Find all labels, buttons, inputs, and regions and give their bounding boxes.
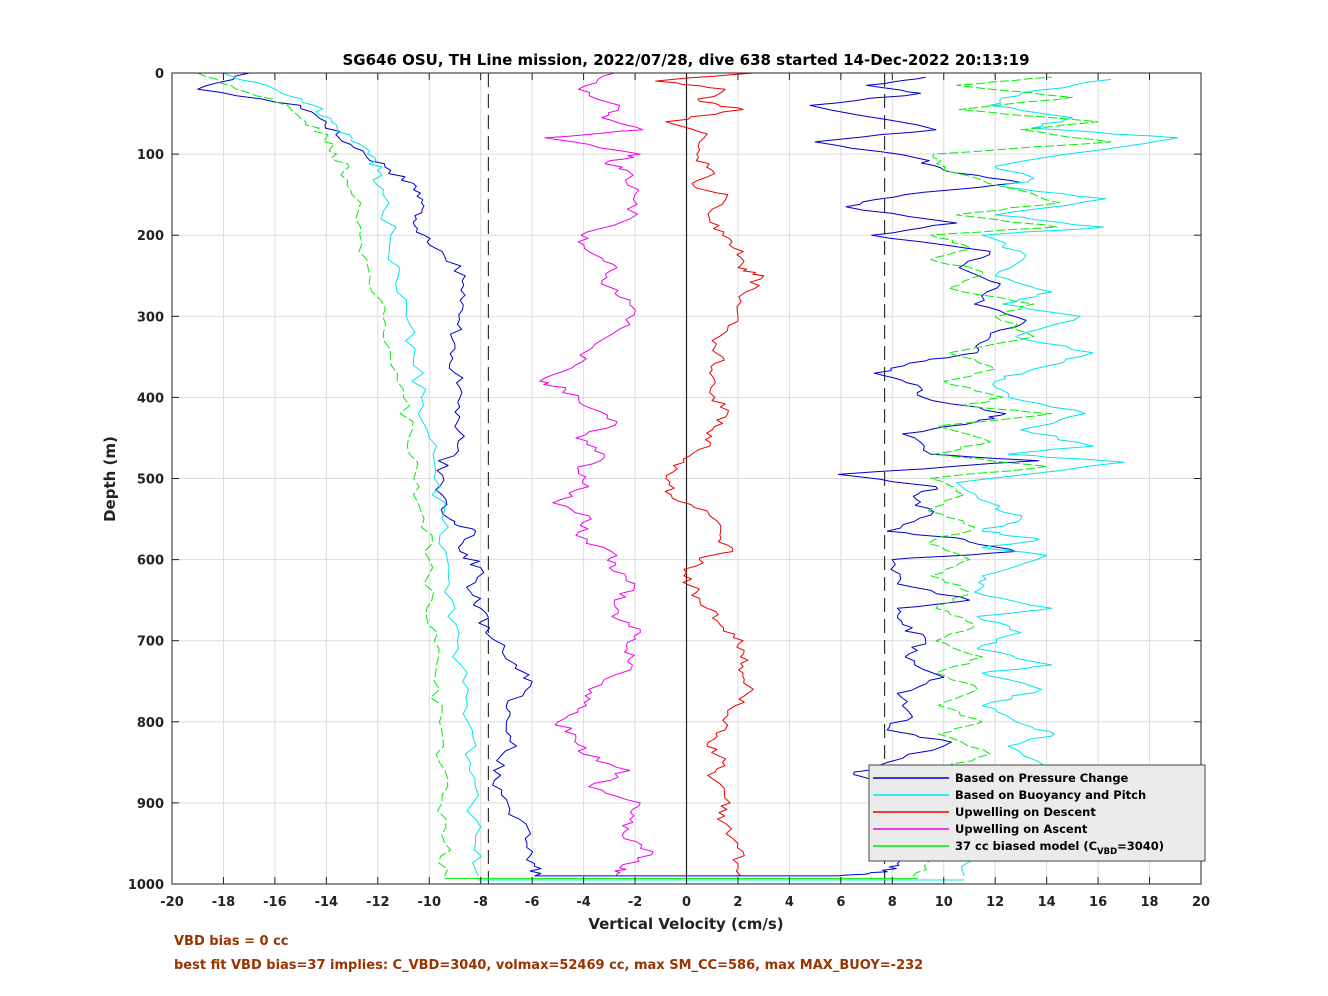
- legend-suffix: =3040): [1117, 839, 1164, 853]
- x-tick-label: 6: [836, 895, 845, 910]
- x-tick-label: -20: [160, 895, 184, 910]
- x-tick-label: -8: [473, 895, 487, 910]
- y-tick-label: 500: [137, 473, 164, 488]
- y-tick-label: 400: [137, 391, 164, 406]
- legend-label: Upwelling on Ascent: [955, 822, 1088, 836]
- legend-label: Based on Pressure Change: [955, 771, 1129, 785]
- x-tick-label: 10: [935, 895, 953, 910]
- x-tick-label: -14: [315, 895, 339, 910]
- axis-ticks: -20 -18 -16 -14 -12 -10 -8 -6 -4 -2 0 2 4 6 8 10 12 14 16 1…: [128, 67, 1210, 910]
- y-axis-label: Depth (m): [101, 436, 119, 522]
- x-tick-label: 12: [986, 895, 1004, 910]
- x-axis-label: Vertical Velocity (cm/s): [588, 915, 783, 933]
- x-tick-label: 14: [1038, 895, 1056, 910]
- legend-label: Upwelling on Descent: [955, 805, 1096, 819]
- x-tick-label: 18: [1141, 895, 1159, 910]
- y-tick-label: 200: [137, 229, 164, 244]
- series-model_ascent: [912, 76, 1112, 877]
- x-tick-label: 20: [1192, 895, 1210, 910]
- y-tick-label: 100: [137, 148, 164, 163]
- x-tick-label: -6: [525, 895, 539, 910]
- best-fit-note: best fit VBD bias=37 implies: C_VBD=3040…: [174, 958, 924, 973]
- x-tick-label: -18: [212, 895, 236, 910]
- legend-label: 37 cc biased model (C: [955, 839, 1097, 853]
- series-pressure_descent: [197, 72, 542, 877]
- series-buoyancy_descent: [223, 72, 482, 877]
- x-tick-label: -16: [263, 895, 287, 910]
- x-tick-label: -2: [628, 895, 642, 910]
- y-tick-label: 900: [137, 797, 164, 812]
- y-tick-label: 700: [137, 635, 164, 650]
- vbd-bias-note: VBD bias = 0 cc: [174, 934, 289, 949]
- y-tick-label: 300: [137, 310, 164, 325]
- legend-entry: Upwelling on Descent: [955, 805, 1096, 819]
- legend-entry: 37 cc biased model (CVBD=3040): [955, 839, 1164, 857]
- legend-subscript: VBD: [1097, 847, 1117, 857]
- legend-entry: Upwelling on Ascent: [955, 822, 1088, 836]
- x-tick-label: -4: [576, 895, 590, 910]
- y-tick-label: 0: [155, 67, 164, 82]
- x-tick-label: 4: [785, 895, 794, 910]
- reference-lines: [487, 73, 886, 884]
- x-tick-label: -12: [366, 895, 390, 910]
- x-tick-label: 0: [682, 895, 691, 910]
- x-tick-label: 8: [888, 895, 897, 910]
- y-tick-label: 800: [137, 716, 164, 731]
- x-tick-label: 2: [733, 895, 742, 910]
- legend-entry: Based on Buoyancy and Pitch: [955, 788, 1146, 802]
- series-model_descent: [197, 72, 452, 877]
- x-tick-label: -10: [418, 895, 442, 910]
- legend-label: Based on Buoyancy and Pitch: [955, 788, 1146, 802]
- x-tick-label: 16: [1089, 895, 1107, 910]
- legend: Based on Pressure Change Based on Buoyanc…: [868, 764, 1206, 862]
- y-tick-label: 600: [137, 554, 164, 569]
- series-upwell_descent: [655, 72, 765, 877]
- plot-series: [197, 72, 1179, 881]
- legend-entry: Based on Pressure Change: [955, 771, 1129, 785]
- y-tick-label: 1000: [128, 878, 164, 893]
- series-pressure_ascent: [809, 76, 1040, 877]
- chart-title: SG646 OSU, TH Line mission, 2022/07/28, …: [342, 51, 1029, 69]
- series-buoyancy_ascent: [956, 79, 1179, 877]
- legend-box: [868, 764, 1206, 862]
- series-upwell_ascent: [539, 72, 654, 876]
